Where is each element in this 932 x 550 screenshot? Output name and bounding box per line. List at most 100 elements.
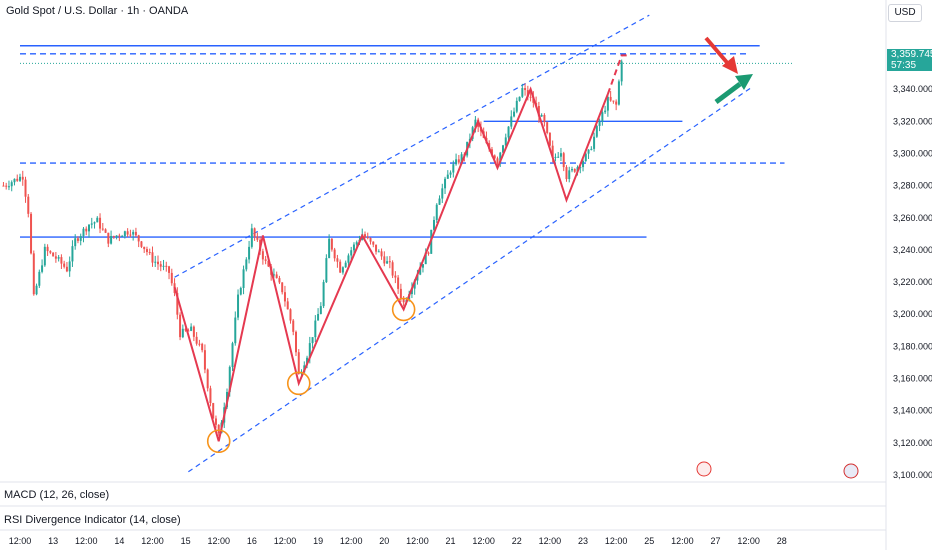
candle-body (339, 261, 342, 273)
time-tick-label: 12:00 (472, 536, 495, 546)
candle-body (187, 330, 190, 332)
candle-body (388, 261, 391, 263)
candle-body (548, 132, 551, 146)
macd-pane-label[interactable]: MACD (12, 26, close) (4, 489, 110, 501)
time-tick-label: 21 (446, 536, 456, 546)
candle-body (121, 235, 124, 237)
candle-body (275, 274, 278, 279)
candle-body (615, 101, 618, 105)
candle-body (518, 96, 521, 101)
time-tick-label: 27 (711, 536, 721, 546)
candle-body (27, 196, 30, 214)
candle-body (295, 331, 297, 353)
candle-body (237, 294, 240, 318)
green-arrow-shaft (714, 82, 742, 104)
candle-body (151, 252, 154, 263)
candle-body (250, 228, 253, 247)
time-tick-label: 22 (512, 536, 522, 546)
time-tick-label: 12:00 (737, 536, 760, 546)
low-circle (286, 371, 311, 396)
candle-body (438, 198, 441, 205)
candle-body (168, 266, 171, 273)
candle-body (195, 336, 198, 344)
time-tick-label: 28 (777, 536, 787, 546)
time-tick-label: 25 (644, 536, 654, 546)
candle-body (457, 159, 460, 163)
candle-body (369, 238, 372, 242)
last-price-label: 3,359.745 57:35 (887, 49, 932, 71)
candle-body (515, 100, 518, 112)
candle-body (140, 241, 143, 247)
candle-body (474, 119, 477, 128)
candle-body (308, 343, 311, 358)
rsi-pane-label[interactable]: RSI Divergence Indicator (14, close) (4, 514, 181, 526)
candle-body (347, 255, 350, 263)
candle-body (325, 258, 328, 283)
candle-body (604, 110, 607, 113)
candle-body (214, 418, 217, 425)
price-tick-label: 3,280.000 (893, 181, 932, 191)
candle-body (322, 282, 325, 307)
candle-body (264, 259, 267, 261)
candle-body (68, 261, 71, 272)
candle-body (557, 156, 560, 158)
candle-body (93, 222, 96, 224)
candle-body (620, 61, 623, 82)
candle-body (132, 231, 135, 235)
candle-body (410, 288, 413, 295)
candle-body (134, 231, 137, 236)
candle-body (513, 111, 516, 117)
candle-body (507, 126, 510, 138)
candle-body (79, 236, 82, 241)
time-tick-label: 19 (313, 536, 323, 546)
red-arrow-shaft (704, 36, 732, 68)
time-tick-label: 15 (181, 536, 191, 546)
time-tick-label: 12:00 (9, 536, 32, 546)
low-circle (206, 429, 231, 454)
candle-body (21, 176, 24, 180)
candle-body (2, 185, 5, 187)
candle-body (7, 186, 10, 188)
time-tick-label: 12:00 (340, 536, 363, 546)
last-price-value: 3,359.745 (891, 49, 932, 60)
price-tick-label: 3,320.000 (893, 116, 932, 126)
candle-body (364, 234, 366, 238)
candle-body (598, 121, 601, 126)
time-axis: 12:00 13 12:00 14 12:00 15 12:00 16 12:00 19 12:00… (9, 536, 787, 546)
low-circle (391, 297, 416, 322)
candle-body (159, 264, 162, 267)
candle-body (444, 178, 447, 189)
forecast-dashed-line (606, 54, 630, 95)
candle-body (496, 158, 499, 163)
bar-countdown: 57:35 (891, 60, 917, 71)
candle-body (441, 188, 444, 199)
candle-body (344, 262, 347, 268)
candle-body (317, 313, 320, 321)
candle-body (234, 317, 237, 344)
candle-body (181, 328, 184, 338)
candle-body (110, 236, 113, 244)
currency-button[interactable]: USD (888, 4, 922, 22)
candle-body (10, 182, 13, 187)
candle-body (595, 125, 598, 137)
candle-body (460, 154, 463, 163)
candle-body (16, 178, 19, 181)
candle-body (57, 257, 60, 259)
candle-body (123, 231, 126, 236)
candle-body (292, 320, 295, 332)
candle-body (281, 282, 284, 293)
candle-body (217, 424, 220, 434)
candle-body (261, 251, 264, 260)
candle-body (587, 149, 590, 154)
candle-body (118, 235, 121, 237)
candle-body (419, 267, 422, 275)
candle-body (601, 112, 604, 122)
candle-body (129, 234, 132, 236)
candle-body (529, 96, 532, 98)
candle-body (413, 280, 416, 289)
candle-body (90, 223, 93, 225)
time-tick-label: 12:00 (671, 536, 694, 546)
candle-body (190, 326, 193, 331)
candle-body (107, 232, 110, 244)
